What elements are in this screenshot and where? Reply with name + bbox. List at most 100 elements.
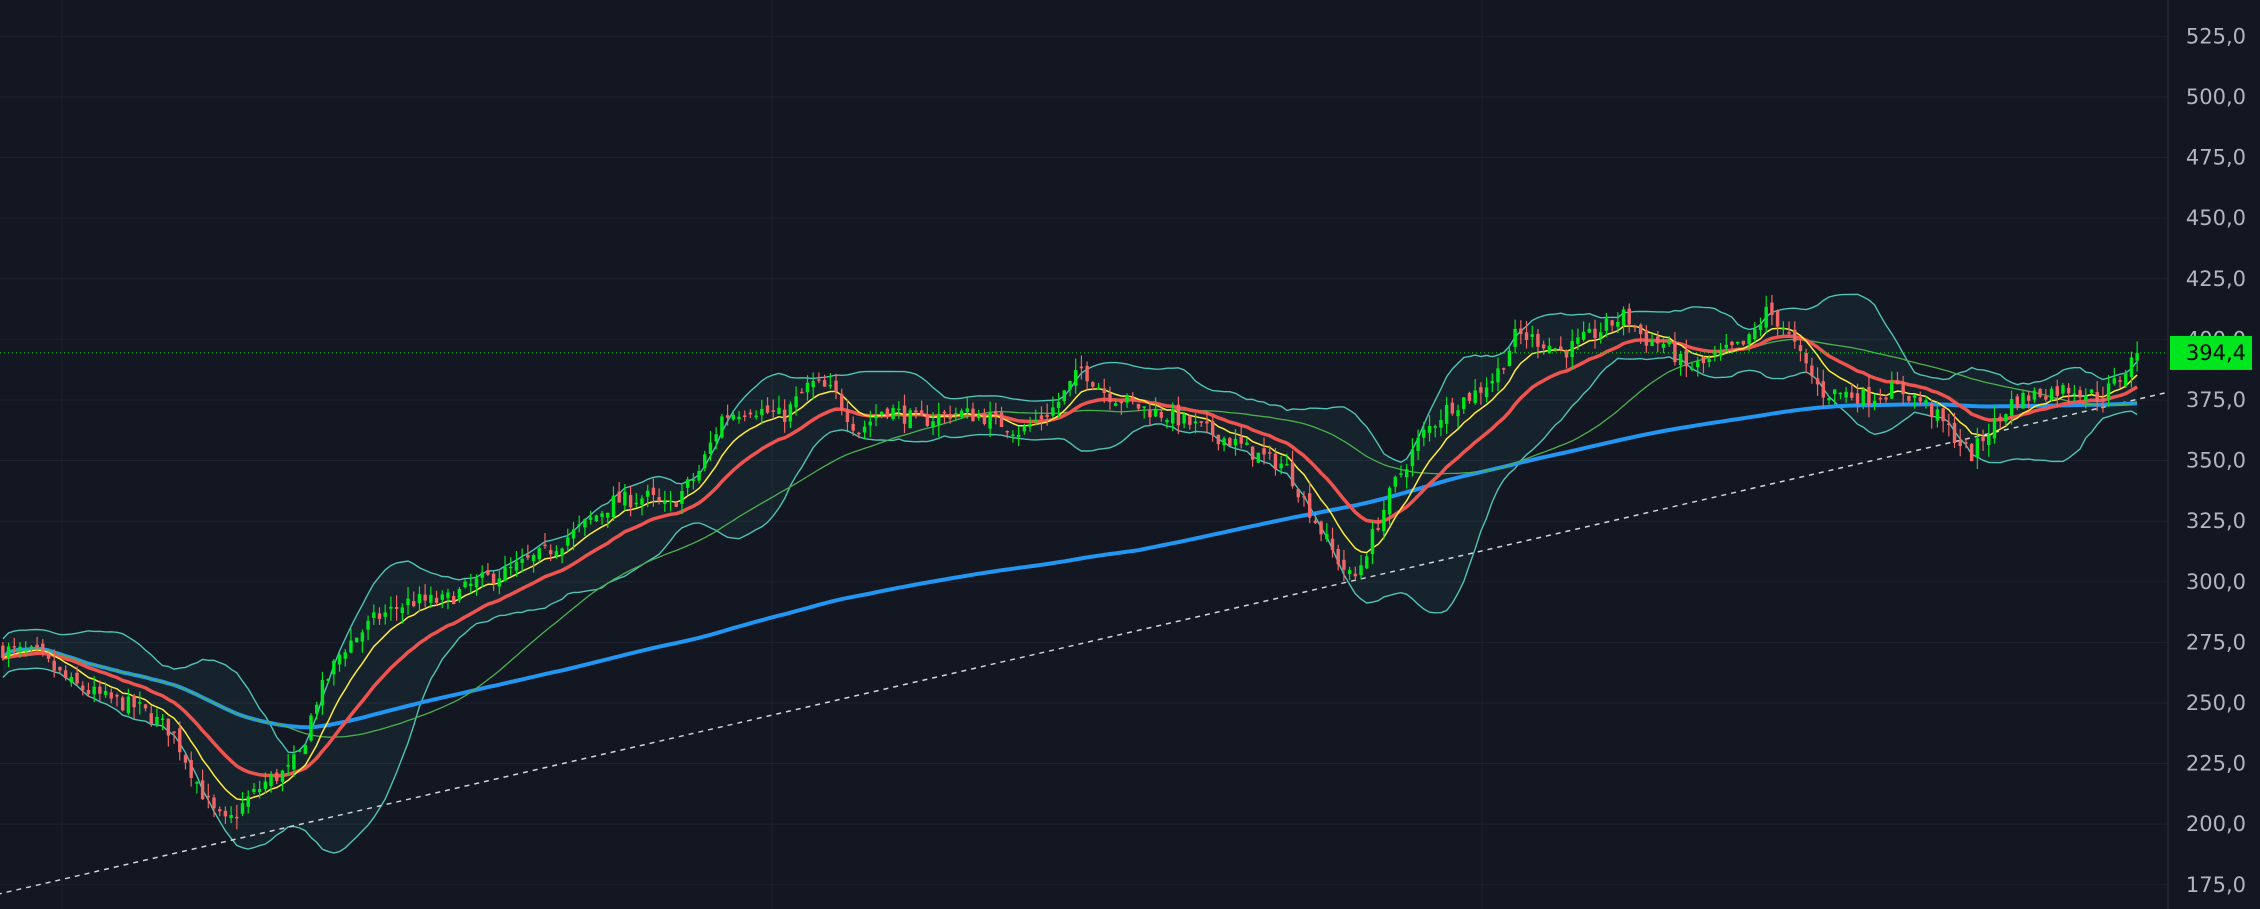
candle[interactable] [919, 400, 924, 416]
candle[interactable] [297, 749, 302, 753]
candle[interactable] [1872, 393, 1877, 411]
candle[interactable] [2118, 375, 2122, 389]
candle[interactable] [1359, 554, 1363, 580]
candle[interactable] [497, 570, 502, 595]
candle[interactable] [178, 721, 182, 761]
candle[interactable] [81, 681, 85, 696]
candle[interactable] [58, 666, 62, 674]
candle[interactable] [857, 431, 861, 439]
candle[interactable] [343, 649, 347, 667]
candle[interactable] [446, 588, 450, 610]
candle[interactable] [315, 701, 319, 720]
candle[interactable] [349, 628, 353, 654]
candle[interactable] [891, 404, 895, 421]
candle[interactable] [2038, 387, 2042, 399]
candle[interactable] [1102, 378, 1106, 403]
candle[interactable] [1490, 373, 1495, 392]
candle[interactable] [1616, 312, 1620, 334]
candle[interactable] [1501, 367, 1506, 375]
candle[interactable] [1313, 512, 1318, 525]
candle[interactable] [845, 400, 850, 433]
candle[interactable] [1353, 566, 1358, 580]
candle[interactable] [680, 483, 684, 515]
candle[interactable] [98, 680, 102, 703]
candle[interactable] [1068, 380, 1072, 397]
candle[interactable] [959, 408, 964, 420]
candle[interactable] [1690, 362, 1694, 372]
candle[interactable] [1439, 409, 1443, 437]
candle[interactable] [1513, 319, 1517, 354]
candle[interactable] [2124, 369, 2128, 389]
candle[interactable] [1096, 382, 1101, 390]
candle[interactable] [1056, 392, 1061, 418]
candle[interactable] [1559, 336, 1563, 352]
candle[interactable] [2009, 390, 2014, 425]
candle[interactable] [685, 476, 690, 495]
candle[interactable] [1747, 332, 1751, 352]
candle[interactable] [2004, 413, 2008, 427]
candle[interactable] [1199, 421, 1203, 428]
candle[interactable] [394, 595, 399, 621]
candle[interactable] [771, 399, 775, 419]
candle[interactable] [46, 652, 51, 663]
candle[interactable] [1696, 356, 1700, 377]
candle[interactable] [469, 573, 473, 594]
candle[interactable] [897, 401, 901, 419]
candle[interactable] [18, 642, 22, 659]
candle[interactable] [1039, 406, 1044, 431]
candle[interactable] [406, 587, 410, 615]
candle[interactable] [1855, 383, 1860, 413]
candle[interactable] [1222, 436, 1226, 452]
candle[interactable] [1992, 406, 1997, 444]
candle[interactable] [817, 372, 821, 384]
candle[interactable] [1770, 294, 1774, 326]
candle[interactable] [417, 586, 422, 612]
candle[interactable] [223, 806, 228, 824]
candle[interactable] [834, 373, 838, 400]
candle[interactable] [2015, 393, 2020, 411]
candle[interactable] [765, 397, 770, 415]
candle[interactable] [1713, 345, 1717, 362]
candle[interactable] [1285, 453, 1289, 466]
candle[interactable] [1753, 322, 1757, 343]
candle[interactable] [731, 410, 736, 421]
candle[interactable] [1171, 402, 1175, 432]
candle[interactable] [1958, 428, 1962, 457]
candle[interactable] [1108, 386, 1112, 410]
candle[interactable] [754, 410, 758, 420]
candle[interactable] [1416, 429, 1420, 461]
candle[interactable] [874, 404, 878, 427]
candle[interactable] [1479, 382, 1483, 405]
candle[interactable] [1091, 381, 1095, 391]
candle[interactable] [925, 405, 930, 428]
candle[interactable] [1861, 386, 1865, 410]
candle[interactable] [35, 636, 39, 655]
candle[interactable] [1079, 355, 1084, 380]
candle[interactable] [1707, 355, 1711, 368]
candle[interactable] [1462, 396, 1466, 414]
candle[interactable] [537, 547, 541, 563]
candle[interactable] [457, 586, 462, 603]
candle[interactable] [1245, 438, 1249, 446]
candle[interactable] [1667, 335, 1671, 347]
candle[interactable] [132, 693, 136, 719]
candle[interactable] [2066, 383, 2071, 404]
candle[interactable] [143, 704, 148, 712]
candle[interactable] [1576, 328, 1580, 351]
candle[interactable] [714, 427, 718, 450]
candle[interactable] [1302, 491, 1306, 507]
candle[interactable] [400, 603, 405, 624]
candle[interactable] [1387, 486, 1392, 525]
candle[interactable] [337, 652, 342, 672]
candle[interactable] [674, 500, 678, 508]
candle[interactable] [1273, 447, 1278, 476]
candle[interactable] [29, 645, 34, 653]
candle[interactable] [794, 386, 798, 416]
candle[interactable] [1467, 391, 1472, 404]
candle[interactable] [463, 579, 467, 589]
candle[interactable] [183, 752, 188, 770]
candle[interactable] [1673, 332, 1677, 366]
candle[interactable] [1427, 415, 1432, 442]
candle[interactable] [851, 416, 855, 436]
candle[interactable] [1182, 412, 1186, 429]
